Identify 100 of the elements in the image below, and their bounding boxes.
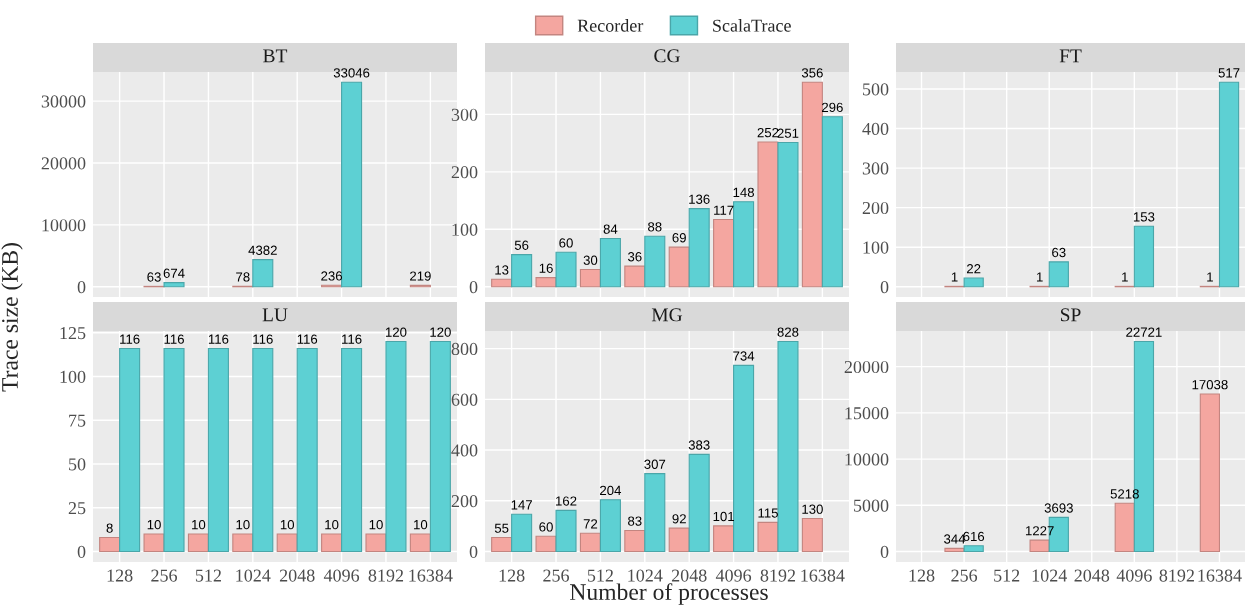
data-label: 56 <box>514 240 529 250</box>
y-tick-label: 300 <box>862 162 889 175</box>
y-tick-label: 10000 <box>845 453 889 466</box>
bar <box>1029 539 1050 553</box>
y-tick-label: 50 <box>69 458 86 471</box>
x-tick-label: 2048 <box>671 569 707 582</box>
x-tick-label: 1024 <box>1032 569 1067 582</box>
data-label: 1 <box>1036 272 1043 282</box>
y-tick-label: 0 <box>469 281 478 294</box>
x-tick-label: 16384 <box>1198 569 1242 582</box>
data-label: 88 <box>648 222 662 232</box>
y-tick-label: 100 <box>863 241 889 254</box>
y-tick-label: 0 <box>880 545 889 558</box>
data-label: 130 <box>802 504 823 514</box>
data-label: 115 <box>758 508 778 518</box>
data-label: 72 <box>583 519 598 529</box>
data-label: 16 <box>539 263 553 273</box>
bar <box>733 364 755 553</box>
bar <box>579 532 601 553</box>
data-label: 517 <box>1218 68 1240 78</box>
bar <box>668 527 690 553</box>
bar <box>555 509 577 553</box>
x-tick-label: 256 <box>543 569 570 582</box>
data-label: 734 <box>733 351 755 361</box>
data-label: 204 <box>600 485 622 496</box>
bar <box>511 254 533 288</box>
data-label: 10 <box>369 519 383 530</box>
data-label: 120 <box>385 327 407 337</box>
chart-title: LU <box>262 308 288 322</box>
y-tick-label: 15000 <box>845 407 889 420</box>
bar <box>644 473 666 553</box>
data-label: 120 <box>430 327 451 337</box>
bar <box>232 533 254 553</box>
bar <box>276 533 298 553</box>
bar <box>409 533 431 553</box>
data-label: 1 <box>1122 272 1128 282</box>
chart-title: FT <box>1059 49 1082 63</box>
y-tick-label: 800 <box>451 342 478 356</box>
x-tick-label: 128 <box>909 569 935 582</box>
data-label: 22721 <box>1126 327 1162 337</box>
bar <box>644 235 666 288</box>
y-tick-label: 600 <box>451 393 478 406</box>
bar <box>163 347 185 553</box>
data-label: 356 <box>801 68 823 78</box>
y-tick-label: 400 <box>451 444 478 457</box>
data-label: 116 <box>120 334 140 344</box>
bar <box>207 347 229 553</box>
bar <box>252 347 274 553</box>
x-axis-title: Number of processes <box>570 583 768 605</box>
data-label: 1 <box>951 272 958 282</box>
data-label: 92 <box>672 514 686 524</box>
bar <box>624 529 646 553</box>
y-tick-label: 300 <box>451 108 478 121</box>
x-tick-label: 128 <box>499 569 525 582</box>
data-label: 252 <box>757 127 779 138</box>
data-label: 55 <box>494 523 509 533</box>
data-label: 10 <box>414 519 428 530</box>
y-tick-label: 5000 <box>853 499 889 512</box>
x-tick-label: 4096 <box>715 569 752 582</box>
bar <box>624 265 646 288</box>
data-label: 296 <box>822 102 843 113</box>
data-label: 30 <box>583 255 598 265</box>
data-label: 148 <box>733 187 755 198</box>
x-tick-label: 8192 <box>760 569 796 582</box>
data-label: 116 <box>342 334 362 344</box>
bar <box>1048 261 1069 288</box>
bar <box>1133 225 1155 288</box>
y-tick-label: 200 <box>862 201 889 215</box>
data-label: 251 <box>777 128 799 138</box>
data-label: 10 <box>192 519 206 530</box>
y-tick-label: 500 <box>863 83 889 96</box>
data-label: 84 <box>603 224 618 234</box>
x-tick-label: 512 <box>195 569 221 582</box>
data-label: 307 <box>644 459 666 469</box>
data-label: 63 <box>1052 247 1066 258</box>
data-label: 147 <box>511 500 532 510</box>
y-tick-label: 100 <box>60 370 86 383</box>
bar <box>491 536 513 553</box>
x-tick-label: 512 <box>994 569 1020 582</box>
bar <box>385 340 407 553</box>
bar <box>555 251 577 288</box>
x-tick-label: 2048 <box>279 569 315 582</box>
data-label: 116 <box>164 334 184 344</box>
data-label: 10 <box>325 519 339 530</box>
bar <box>757 521 779 553</box>
bar <box>252 259 274 288</box>
bar <box>579 268 601 288</box>
data-label: 3693 <box>1044 503 1073 513</box>
bar <box>801 81 823 288</box>
bar <box>599 237 621 288</box>
data-label: 69 <box>672 233 686 243</box>
chart-title: CG <box>654 49 680 63</box>
data-label: 33046 <box>333 68 370 78</box>
y-tick-label: 20000 <box>844 360 889 374</box>
x-tick-label: 256 <box>951 569 978 582</box>
bar <box>296 347 318 553</box>
bar <box>163 282 185 288</box>
data-label: 116 <box>208 334 229 344</box>
bar <box>688 453 710 553</box>
data-label: 828 <box>777 327 799 337</box>
